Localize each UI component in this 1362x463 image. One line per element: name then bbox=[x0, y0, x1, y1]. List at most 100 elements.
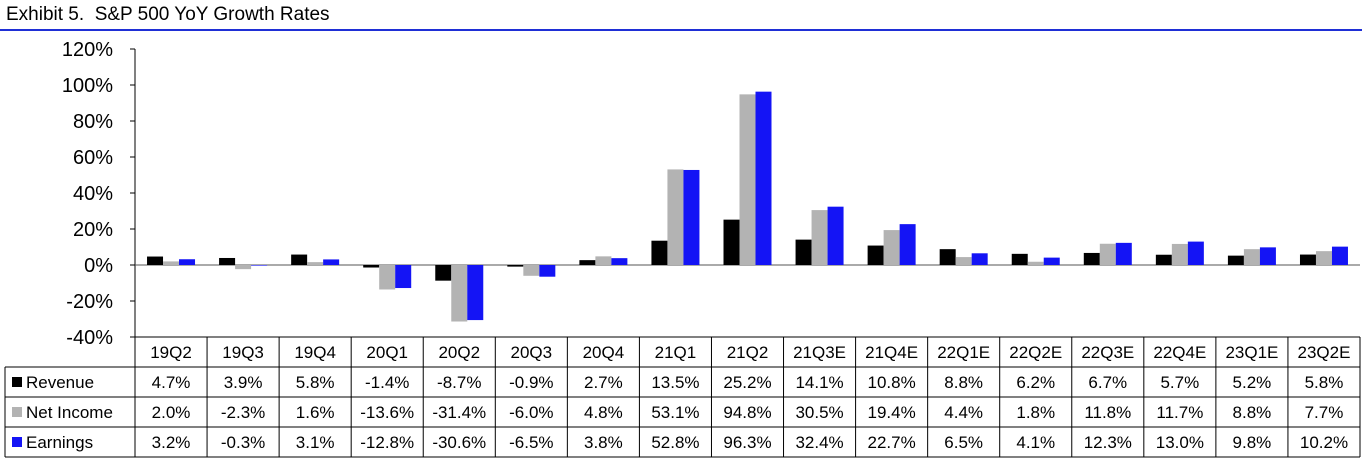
bar-revenue-22q4e bbox=[1155, 254, 1172, 265]
data-label-earnings: 32.4% bbox=[795, 433, 843, 452]
bar-earnings-22q1e bbox=[971, 253, 988, 265]
category-label: 22Q4E bbox=[1153, 343, 1206, 362]
bar-net-income-20q1 bbox=[379, 265, 396, 290]
bar-net-income-21q3e bbox=[811, 210, 828, 265]
bar-revenue-19q2 bbox=[147, 256, 164, 265]
bar-net-income-21q4e bbox=[883, 230, 900, 265]
y-tick-label: 0% bbox=[84, 255, 113, 277]
bar-revenue-20q2 bbox=[435, 265, 452, 281]
bar-net-income-22q4e bbox=[1171, 243, 1188, 265]
bar-net-income-23q2e bbox=[1315, 251, 1332, 265]
category-label: 19Q4 bbox=[294, 343, 336, 362]
bar-revenue-20q3 bbox=[507, 265, 524, 267]
data-label-revenue: 6.2% bbox=[1016, 373, 1055, 392]
legend-swatch-revenue bbox=[12, 377, 22, 387]
bar-earnings-22q2e bbox=[1043, 257, 1060, 265]
data-label-revenue: 3.9% bbox=[224, 373, 263, 392]
bar-earnings-23q1e bbox=[1259, 247, 1276, 265]
data-label-net-income: 53.1% bbox=[651, 403, 699, 422]
data-label-net-income: 11.7% bbox=[1156, 403, 1203, 422]
category-label: 20Q2 bbox=[438, 343, 480, 362]
bar-earnings-20q2 bbox=[467, 265, 484, 321]
data-label-revenue: 13.5% bbox=[651, 373, 699, 392]
bar-net-income-19q3 bbox=[235, 265, 252, 270]
data-label-net-income: -2.3% bbox=[221, 403, 265, 422]
data-label-revenue: 5.8% bbox=[296, 373, 335, 392]
data-label-revenue: -0.9% bbox=[509, 373, 553, 392]
bar-earnings-19q3 bbox=[251, 265, 268, 266]
bar-revenue-21q3e bbox=[795, 239, 812, 265]
y-axis: -40% -20% 0% 20% 40% 60% 80% 100% 120% bbox=[62, 39, 1360, 349]
data-label-earnings: 10.2% bbox=[1300, 433, 1348, 452]
chart-title: Exhibit 5. S&P 500 YoY Growth Rates bbox=[6, 4, 330, 25]
y-tick-label: -40% bbox=[66, 327, 113, 349]
data-label-net-income: 7.7% bbox=[1305, 403, 1344, 422]
data-label-earnings: 13.0% bbox=[1156, 433, 1204, 452]
data-label-earnings: -0.3% bbox=[221, 433, 265, 452]
data-label-earnings: 4.1% bbox=[1016, 433, 1055, 452]
title-rule bbox=[0, 29, 1362, 31]
bar-revenue-21q4e bbox=[867, 245, 884, 265]
category-label: 23Q1E bbox=[1225, 343, 1278, 362]
data-label-revenue: 5.2% bbox=[1233, 373, 1272, 392]
y-tick-label: 100% bbox=[62, 75, 113, 97]
bar-revenue-21q2 bbox=[723, 219, 740, 265]
data-label-earnings: 96.3% bbox=[723, 433, 771, 452]
data-label-revenue: 10.8% bbox=[868, 373, 916, 392]
data-label-revenue: 6.7% bbox=[1088, 373, 1127, 392]
category-label: 22Q1E bbox=[937, 343, 990, 362]
bar-earnings-23q2e bbox=[1331, 246, 1348, 265]
bar-net-income-20q3 bbox=[523, 265, 540, 276]
bar-net-income-21q1 bbox=[667, 169, 684, 265]
category-label: 21Q1 bbox=[655, 343, 697, 362]
bar-earnings-19q2 bbox=[179, 259, 196, 265]
data-label-earnings: 6.5% bbox=[944, 433, 983, 452]
bar-revenue-23q1e bbox=[1227, 255, 1244, 265]
bar-earnings-22q4e bbox=[1187, 241, 1204, 265]
data-label-revenue: -8.7% bbox=[437, 373, 481, 392]
y-tick-label: 20% bbox=[73, 219, 113, 241]
y-tick-label: 60% bbox=[73, 147, 113, 169]
bar-net-income-20q4 bbox=[595, 256, 612, 265]
bar-earnings-19q4 bbox=[323, 259, 340, 265]
bar-revenue-20q4 bbox=[579, 260, 596, 265]
bar-earnings-21q4e bbox=[899, 224, 916, 265]
bars bbox=[147, 91, 1348, 322]
data-label-revenue: 5.7% bbox=[1160, 373, 1199, 392]
data-label-net-income: 94.8% bbox=[723, 403, 771, 422]
legend-swatch-net-income bbox=[12, 407, 22, 417]
bar-net-income-20q2 bbox=[451, 265, 468, 322]
bar-revenue-23q2e bbox=[1299, 254, 1316, 265]
category-label: 21Q4E bbox=[865, 343, 918, 362]
data-label-net-income: -13.6% bbox=[360, 403, 414, 422]
data-label-earnings: -6.5% bbox=[509, 433, 553, 452]
data-label-earnings: 3.1% bbox=[296, 433, 335, 452]
data-label-revenue: -1.4% bbox=[365, 373, 409, 392]
bar-net-income-21q2 bbox=[739, 94, 756, 265]
data-label-earnings: 3.8% bbox=[584, 433, 623, 452]
y-tick-label: 120% bbox=[62, 39, 113, 61]
bar-revenue-19q4 bbox=[291, 254, 308, 265]
legend-label-net-income: Net Income bbox=[26, 403, 113, 422]
bar-net-income-23q1e bbox=[1243, 249, 1260, 265]
bar-net-income-22q1e bbox=[955, 257, 972, 265]
category-label: 22Q3E bbox=[1081, 343, 1134, 362]
bar-revenue-20q1 bbox=[363, 265, 380, 268]
category-label: 23Q2E bbox=[1298, 343, 1351, 362]
bar-revenue-21q1 bbox=[651, 240, 668, 265]
bar-revenue-22q2e bbox=[1011, 253, 1028, 265]
data-label-earnings: -12.8% bbox=[360, 433, 414, 452]
data-label-net-income: 11.8% bbox=[1084, 403, 1131, 422]
data-label-earnings: 3.2% bbox=[152, 433, 191, 452]
y-tick-label: 80% bbox=[73, 111, 113, 133]
bar-revenue-22q1e bbox=[939, 249, 956, 265]
bar-net-income-19q4 bbox=[307, 262, 324, 265]
bar-revenue-19q3 bbox=[219, 257, 236, 265]
bar-earnings-20q1 bbox=[395, 265, 412, 289]
bar-earnings-20q4 bbox=[611, 258, 628, 265]
legend-label-earnings: Earnings bbox=[26, 433, 93, 452]
bar-net-income-22q3e bbox=[1099, 243, 1116, 265]
data-label-revenue: 2.7% bbox=[584, 373, 623, 392]
data-label-net-income: 4.8% bbox=[584, 403, 623, 422]
data-label-net-income: 1.6% bbox=[296, 403, 335, 422]
